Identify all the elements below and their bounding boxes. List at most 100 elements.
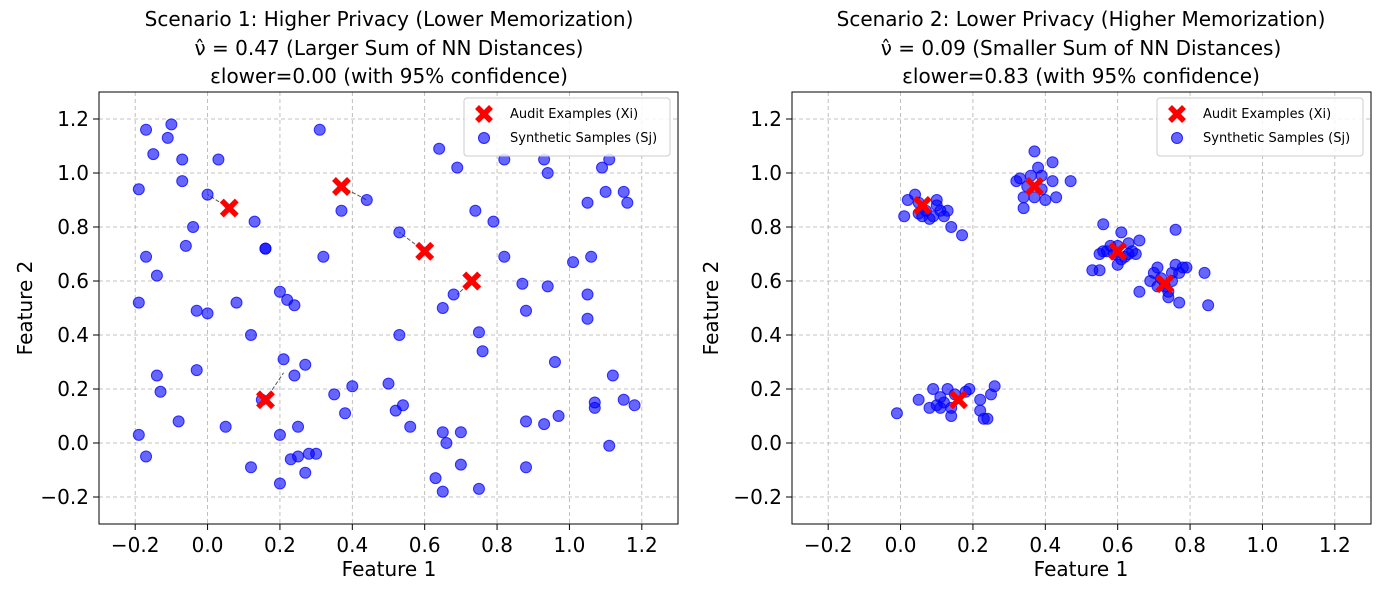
chart-2-synthetic-point: [956, 229, 969, 242]
chart-1-synthetic-point: [147, 148, 160, 161]
chart-1-y-tick-label: 1.2: [57, 107, 89, 131]
chart-1-legend-label-audit: Audit Examples (Xi): [510, 107, 638, 122]
chart-1-synthetic-point: [313, 123, 326, 136]
chart-2-x-axis-label: Feature 1: [1034, 557, 1129, 581]
chart-1-legend-x-glyph: [475, 105, 493, 123]
chart-1-synthetic-point: [292, 420, 305, 433]
chart-1-synthetic-point: [317, 250, 330, 263]
chart-2-y-tick-label: 1.2: [750, 107, 782, 131]
chart-2-synthetic-point: [912, 393, 925, 406]
chart-1-synthetic-point: [190, 364, 203, 377]
chart-2-synthetic-point: [1064, 175, 1077, 188]
chart-1-y-tick-label: 0.6: [57, 269, 89, 293]
chart-2-synthetic-point: [1115, 226, 1128, 239]
chart-1-synthetic-point: [440, 437, 453, 449]
chart-1-synthetic-point: [179, 239, 192, 252]
chart-1-synthetic-point: [346, 380, 359, 393]
chart-1-synthetic-point: [454, 426, 467, 439]
chart-1-synthetic-point: [548, 356, 561, 368]
chart-1-x-tick-label: 0.6: [409, 533, 441, 557]
chart-1-synthetic-point: [567, 256, 580, 269]
chart-2-synthetic-point: [934, 401, 947, 414]
chart-1-nn-link: [265, 372, 284, 401]
chart-2-x-tick-label: 0.8: [1174, 533, 1206, 557]
chart-2-legend-x-glyph: [1168, 105, 1186, 123]
chart-1-synthetic-point: [520, 415, 533, 428]
chart-2-synthetic-point: [898, 210, 911, 223]
chart-1-x-axis-label: Feature 1: [342, 557, 437, 581]
chart-2-title: Scenario 2: Lower Privacy (Higher Memori…: [837, 7, 1326, 88]
chart-1-synthetic-point: [299, 466, 312, 479]
chart-1-synthetic-point: [187, 221, 200, 233]
chart-2-synthetic-point: [1028, 191, 1041, 204]
chart-1-title-line-2: ν̂ = 0.47 (Larger Sum of NN Distances): [195, 36, 584, 60]
chart-1-y-tick-label: 0.2: [57, 377, 89, 401]
chart-2-audit-point: [912, 195, 932, 215]
chart-1-synthetic-point: [404, 420, 417, 433]
chart-1-synthetic-point: [617, 185, 630, 198]
chart-1-synthetic-point: [541, 280, 554, 293]
chart-1-x-tick-label: 1.0: [554, 533, 586, 557]
chart-1-synthetic-point: [433, 142, 446, 155]
chart-1-synthetic-point: [154, 385, 167, 398]
chart-1-synthetic-point: [498, 250, 511, 263]
chart-2-y-tick-label: 0.8: [750, 215, 782, 239]
chart-2-synthetic-point: [890, 407, 903, 420]
chart-1-y-tick-label: 1.0: [57, 161, 89, 185]
chart-2-gridlines: [792, 92, 1371, 524]
chart-2-synthetic-point: [1039, 194, 1052, 206]
chart-2-synthetic-point: [1133, 285, 1146, 298]
chart-2-synthetic-point: [1046, 156, 1059, 169]
chart-1-synthetic-point: [172, 415, 185, 428]
chart-2-synthetic-point: [927, 210, 940, 223]
chart-2-synthetic-point: [1198, 266, 1211, 279]
chart-2-synthetic-point: [1129, 248, 1142, 260]
chart-1-synthetic-point: [628, 399, 641, 412]
chart-1-synthetic-point: [429, 472, 442, 485]
chart-1-synthetic-point: [176, 153, 189, 166]
chart-1-synthetic-point: [541, 167, 554, 179]
chart-1-synthetic-point: [288, 299, 301, 312]
chart-1-synthetic-point: [335, 204, 348, 217]
chart-2-plot-points: [890, 145, 1215, 425]
chart-2-legend-label-synthetic: Synthetic Samples (Sj): [1203, 131, 1350, 146]
chart-2-synthetic-point: [927, 383, 940, 395]
chart-1-x-ticks: −0.2 0.0 0.2 0.4 0.6 0.8 1.0 1.2: [111, 524, 658, 557]
chart-1-synthetic-point: [606, 369, 619, 382]
chart-1-y-axis-label: Feature 2: [13, 261, 37, 356]
chart-1-synthetic-point: [132, 183, 145, 196]
chart-2-y-ticks: −0.2 0.0 0.2 0.4 0.6 0.8 1.0 1.2: [733, 107, 792, 509]
chart-1-synthetic-point: [520, 304, 533, 317]
chart-1-x-tick-label: 0.0: [192, 533, 224, 557]
chart-2-legend-marker-audit: [1168, 105, 1186, 123]
chart-1-legend-box: [463, 97, 671, 157]
chart-2-title-line-3: εlower=0.83 (with 95% confidence): [902, 64, 1260, 88]
chart-2-x-tick-label: 1.0: [1247, 533, 1279, 557]
chart-1-synthetic-point: [132, 428, 145, 441]
chart-1-y-tick-label: 0.8: [57, 215, 89, 239]
chart-1-synthetic-point: [248, 215, 261, 228]
chart-1-x-tick-label: 0.8: [481, 533, 513, 557]
chart-1-synthetic-point: [132, 296, 145, 309]
chart-1-x-tick-label: 1.2: [626, 533, 658, 557]
chart-1-synthetic-point: [454, 458, 467, 471]
chart-1-legend-label-synthetic: Synthetic Samples (Sj): [510, 131, 657, 146]
chart-1-y-tick-label: 0.0: [57, 431, 89, 455]
chart-1-audit-point: [219, 198, 239, 218]
chart-1-synthetic-point: [393, 226, 406, 239]
chart-1-synthetic-point: [273, 428, 286, 441]
chart-1-synthetic-point: [581, 196, 594, 209]
chart-1-synthetic-point: [436, 485, 449, 498]
chart-panel-2: Scenario 2: Lower Privacy (Higher Memori…: [699, 7, 1372, 581]
chart-2-synthetic-point: [988, 380, 1001, 393]
chart-2-x-tick-label: 1.2: [1319, 533, 1351, 557]
chart-1-synthetic-point: [339, 407, 352, 420]
chart-1-synthetic-point: [472, 326, 485, 339]
chart-1-synthetic-point: [581, 312, 594, 325]
chart-1-audit-point: [462, 271, 482, 291]
chart-1-synthetic-point: [190, 304, 203, 317]
chart-2-x-tick-label: 0.0: [885, 533, 917, 557]
chart-1-synthetic-point: [603, 439, 616, 452]
chart-1-synthetic-point: [328, 388, 341, 401]
chart-1-y-ticks: −0.2 0.0 0.2 0.4 0.6 0.8 1.0 1.2: [40, 107, 99, 509]
